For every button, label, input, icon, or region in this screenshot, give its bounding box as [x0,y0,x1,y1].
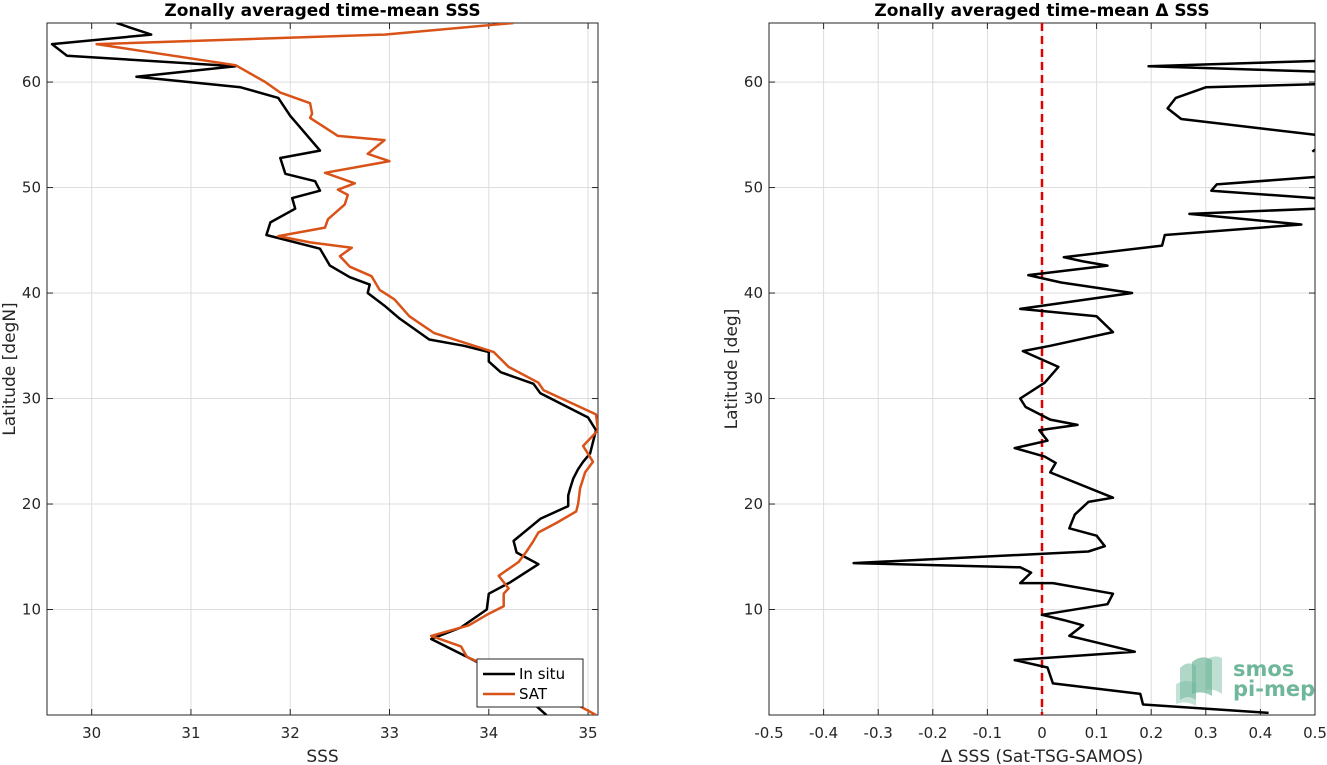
plot-area-frame [46,22,599,716]
x-tick-label: 0.2 [1139,724,1163,742]
x-tick-label: -0.4 [809,724,838,742]
x-tick-label: 30 [82,724,101,742]
x-tick-label: 34 [479,724,498,742]
x-tick-label: 33 [380,724,399,742]
series-line-in-situ [50,23,598,715]
series-line-sat [95,23,598,715]
series-line-delta-sss [1311,148,1315,153]
legend: In situ SAT [476,658,584,708]
series-line-delta-sss [1210,175,1315,200]
y-tick-label: 40 [744,284,763,302]
data-layer [852,23,1315,715]
legend-label: SAT [519,685,548,703]
y-tick-label: 20 [22,495,41,513]
logo-line2: pi-mep [1233,677,1315,701]
series-line-delta-sss [1147,59,1315,73]
logo-line1: smos [1233,657,1294,681]
y-axis-label: Latitude [degN] [0,302,20,435]
x-tick-label: 0.5 [1303,724,1327,742]
logo-wave-panel [1192,657,1212,696]
series-line-delta-sss [1166,82,1315,137]
series-line-delta-sss [852,207,1315,715]
x-axis-label: Δ SSS (Sat-TSG-SAMOS) [941,747,1144,765]
data-layer [50,23,598,715]
x-tick-label: 0.1 [1085,724,1109,742]
y-tick-label: 20 [744,495,763,513]
x-tick-label: 0.4 [1248,724,1272,742]
logo-wave-panel [1176,681,1196,706]
x-tick-label: -0.3 [864,724,893,742]
x-axis-label: SSS [306,747,338,765]
y-tick-label: 60 [744,73,763,91]
chart-title: Zonally averaged time-mean Δ SSS [874,1,1209,21]
chart-zonal-sss: 30 31 32 33 34 35 10 20 30 40 50 60 Zonally averaged… [0,1,599,765]
y-tick-label: 40 [22,284,41,302]
legend-label: In situ [519,665,565,683]
x-tick-label: -0.1 [973,724,1002,742]
x-tick-label: 31 [181,724,200,742]
x-tick-label: -0.2 [918,724,947,742]
legend-box [476,658,584,708]
x-tick-label: 0.3 [1194,724,1218,742]
y-tick-label: 30 [22,390,41,408]
y-tick-label: 60 [22,73,41,91]
chart-title: Zonally averaged time-mean SSS [164,1,480,21]
logo-wave-panel [1206,656,1222,694]
y-tick-label: 50 [22,179,41,197]
y-tick-label: 10 [22,601,41,619]
y-axis-label: Latitude [deg] [722,309,742,430]
x-tick-label: 0 [1037,724,1047,742]
chart-zonal-delta-sss: -0.5 -0.4 -0.3 -0.2 -0.1 0 0.1 0.2 0.3 0.4 0.5 10 20… [722,1,1327,765]
x-tick-label: 32 [281,724,300,742]
x-tick-label: 35 [579,724,598,742]
y-tick-label: 30 [744,390,763,408]
smos-pi-mep-logo: smos pi-mep [1176,656,1315,706]
smos-logo-icon [1176,656,1222,706]
x-tick-label: -0.5 [754,724,783,742]
y-tick-label: 10 [744,601,763,619]
y-tick-label: 50 [744,179,763,197]
